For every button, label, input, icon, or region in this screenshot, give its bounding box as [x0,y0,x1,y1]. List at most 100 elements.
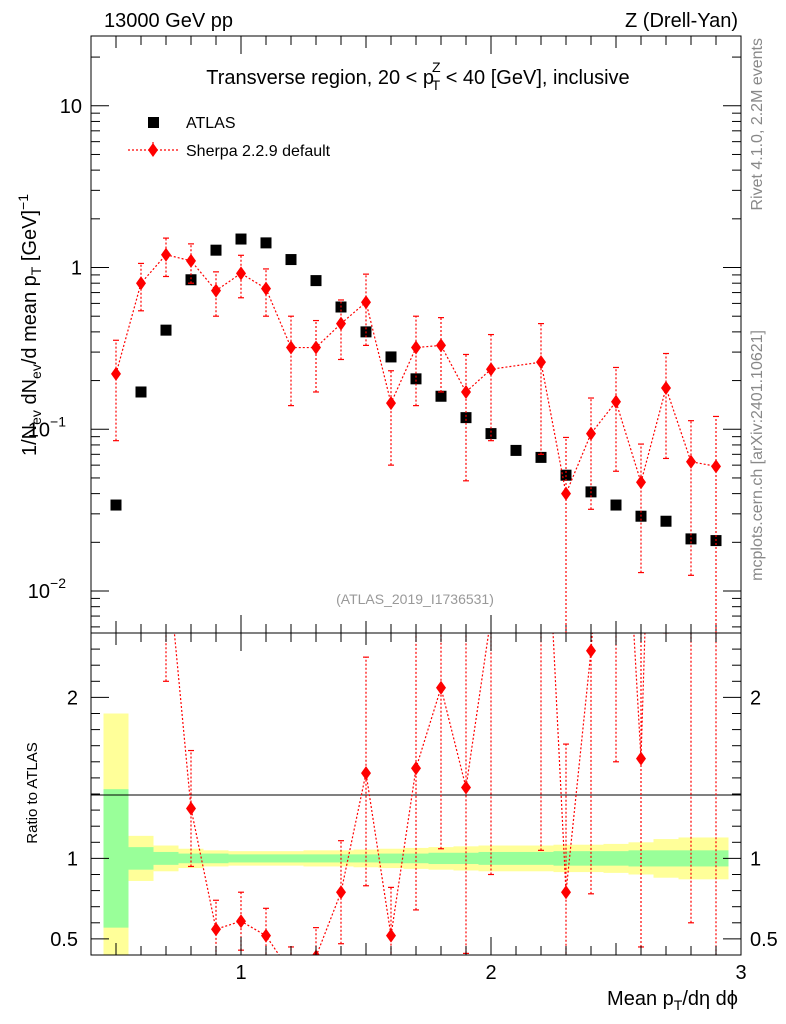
sherpa-point [561,486,571,501]
ratio-point [611,312,621,326]
ratio-band-stat [128,847,154,870]
main-y-axis-label: 1/Nev dNev/d mean pT [GeV]−1 [15,194,44,456]
sherpa-point [236,266,246,281]
ratio-point [586,643,596,658]
ratio-point [636,751,646,766]
ratio-point [211,922,221,937]
atlas-point [485,428,497,440]
x-tick-label: 3 [735,962,746,984]
atlas-point [285,254,297,266]
ratio-point [261,928,271,943]
ratio-band-stat [203,853,229,864]
ratio-point [411,761,421,776]
ratio-point [236,914,246,929]
main-panel: Transverse region, 20 < pZ T < 40 [GeV], … [15,35,742,634]
ratio-point [361,766,371,781]
x-tick-label: 1 [235,962,246,984]
sherpa-point [386,396,396,411]
ratio-y-tick-label-right: 2 [750,687,761,709]
legend-atlas-marker [148,117,159,128]
analysis-watermark: (ATLAS_2019_I1736531) [336,591,494,607]
ratio-band-stat [528,851,554,865]
atlas-point [435,390,447,402]
title-sup: Z [432,59,441,75]
ratio-band-stat [278,854,304,863]
header-left: 13000 GeV pp [104,10,233,32]
ratio-series [136,256,717,980]
ratio-frame [90,632,742,956]
ratio-band-stat [503,851,529,865]
atlas-point [460,412,472,424]
ratio-band-stat [228,854,254,863]
ratio-band-stat [353,854,379,863]
sherpa-point [536,355,546,370]
sherpa-point [311,340,321,355]
atlas-point [235,233,247,245]
ratio-band-stat [303,854,329,863]
atlas-point [260,237,272,249]
sherpa-point [361,295,371,310]
ratio-band-stat [603,851,629,866]
ratio-band-stat [653,850,679,867]
ratio-y-tick-label-left: 1 [67,848,78,870]
main-y-tick-label: 10 [60,96,82,118]
sherpa-point [261,281,271,296]
x-axis-label: Mean pT/dη dϕ [607,988,738,1013]
main-y-tick-exponent: −2 [50,575,66,591]
panel-title: Transverse region, 20 < pZ T < 40 [GeV], … [206,59,629,93]
sherpa-point [336,316,346,331]
sherpa-point [111,366,121,381]
atlas-point [660,515,672,527]
ratio-panel: 0.5 0.5 1 1 2 2 1 2 3 Ratio to ATLAS Mean pT/dη … [24,256,778,1013]
ratio-band-stat [153,851,179,865]
ratio-y-tick-label-left: 0.5 [50,929,78,951]
legend-sherpa-marker [148,143,158,157]
ratio-band-stat [253,854,279,863]
ratio-point [561,885,571,900]
ratio-band-stat [453,852,479,865]
ratio-point [186,801,196,816]
title-pre: Transverse region, 20 < p [206,67,434,89]
title-post: < 40 [GeV], inclusive [440,67,630,89]
ratio-band-stat [553,851,579,866]
atlas-point [210,244,222,256]
sherpa-point [161,247,171,262]
sherpa-point [661,380,671,395]
legend-sherpa-label: Sherpa 2.2.9 default [186,143,331,160]
atlas-point [185,274,197,286]
atlas-point [160,324,172,336]
atlas-point [510,444,522,456]
atlas-point [410,373,422,385]
atlas-point [385,351,397,363]
ratio-sherpa-line [173,633,646,955]
sherpa-point [136,276,146,291]
sherpa-point [636,475,646,490]
sherpa-point [211,283,221,298]
mcplots-label: mcplots.cern.ch [arXiv:2401.10621] [749,330,766,581]
ratio-point [386,928,396,943]
sherpa-point [286,340,296,355]
ratio-point [136,256,146,270]
atlas-point [535,451,547,463]
atlas-point [110,499,122,511]
ratio-point [286,966,296,980]
atlas-point [135,386,147,398]
ratio-point [436,680,446,695]
sherpa-point [486,362,496,377]
sherpa-point [186,253,196,268]
main-series [110,233,722,633]
ratio-point [161,537,171,551]
ratio-band-stat [428,852,454,865]
ratio-band-stat [578,851,604,866]
main-y-tick-label: 1 [71,258,82,280]
ratio-series-group [136,256,717,980]
main-y-tick-label: 10−2 [28,575,66,603]
sherpa-point [586,426,596,441]
sherpa-point [711,459,721,474]
title-sub: T [432,77,441,93]
atlas-point [310,275,322,287]
legend-atlas-label: ATLAS [186,115,236,132]
sherpa-line [115,254,717,496]
